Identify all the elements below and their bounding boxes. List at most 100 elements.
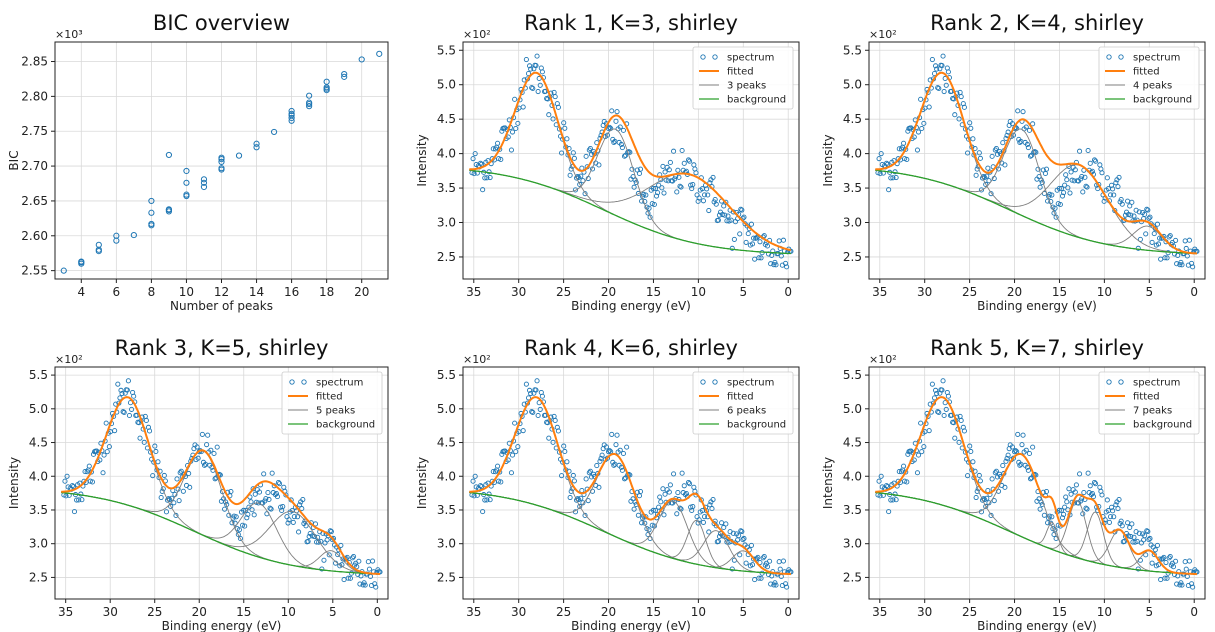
legend-label: background bbox=[1133, 420, 1192, 431]
spectrum-point bbox=[1010, 132, 1016, 138]
y-tick-label: 5.0 bbox=[437, 78, 456, 92]
spectrum-point bbox=[722, 212, 728, 218]
x-tick-label: 35 bbox=[872, 285, 887, 299]
legend-label: spectrum bbox=[1133, 378, 1180, 389]
spectrum-point bbox=[1000, 463, 1006, 469]
spectrum-point bbox=[934, 66, 940, 72]
spectrum-point bbox=[700, 198, 706, 204]
spectrum-point bbox=[244, 515, 250, 521]
spectrum-point bbox=[1184, 573, 1190, 580]
legend: spectrum fitted 3 peaks background bbox=[692, 46, 794, 110]
y-tick-label: 3.5 bbox=[29, 503, 48, 517]
spectrum-point bbox=[784, 264, 790, 270]
spectrum-point bbox=[1134, 538, 1140, 544]
spectrum-point bbox=[273, 491, 279, 497]
spectrum-point bbox=[155, 459, 161, 465]
spectrum-point bbox=[1154, 221, 1160, 227]
spectrum-point bbox=[1061, 190, 1067, 196]
spectrum-point bbox=[776, 238, 782, 244]
chart-title: BIC overview bbox=[153, 11, 290, 35]
legend-marker bbox=[1118, 54, 1124, 60]
spectrum-point bbox=[693, 170, 699, 176]
spectrum-point bbox=[509, 452, 516, 458]
legend-marker bbox=[712, 54, 718, 60]
spectrum-point bbox=[965, 473, 971, 479]
y-axis-label: Intensity bbox=[415, 457, 429, 509]
spectrum-point bbox=[120, 409, 126, 415]
legend-label: 3 peaks bbox=[727, 81, 766, 92]
spectrum-point bbox=[1010, 455, 1016, 461]
spectrum-point bbox=[945, 69, 951, 75]
spectrum-point bbox=[1093, 158, 1099, 164]
spectrum-point bbox=[367, 573, 374, 580]
spectrum-point bbox=[161, 472, 167, 479]
spectrum-point bbox=[265, 490, 271, 496]
spectrum-point bbox=[1067, 190, 1073, 196]
spectrum-point bbox=[498, 156, 504, 162]
spectrum-point bbox=[523, 381, 529, 387]
spectrum-point bbox=[945, 393, 951, 399]
x-tick-label: 5 bbox=[739, 285, 747, 299]
spectrum-point bbox=[706, 529, 712, 535]
x-axis-label: Number of peaks bbox=[170, 299, 273, 313]
spectrum-point bbox=[1084, 506, 1090, 512]
spectrum-point bbox=[780, 237, 786, 243]
spectrum-point bbox=[970, 136, 976, 142]
spectrum-point bbox=[675, 167, 681, 173]
spectrum-point bbox=[1110, 508, 1116, 514]
spectrum-point bbox=[651, 201, 657, 208]
spectrum-point bbox=[904, 156, 910, 162]
bic-point bbox=[218, 154, 225, 161]
y-axis-label: Intensity bbox=[415, 134, 429, 186]
y-axis-multiplier: ×10² bbox=[463, 28, 491, 41]
spectrum-point bbox=[1170, 564, 1176, 570]
spectrum-point bbox=[1045, 520, 1051, 526]
spectrum-point bbox=[701, 514, 708, 520]
bic-point bbox=[165, 206, 173, 213]
legend: spectrum fitted 5 peaks background bbox=[281, 371, 383, 435]
spectrum-point bbox=[984, 495, 990, 501]
spectrum-point bbox=[973, 172, 979, 178]
spectrum-point bbox=[171, 500, 177, 506]
spectrum-point bbox=[1115, 184, 1121, 190]
spectrum-point bbox=[772, 580, 778, 586]
spectrum-point bbox=[143, 417, 149, 424]
x-tick-label: 25 bbox=[962, 285, 977, 299]
spectrum-point bbox=[482, 175, 488, 181]
spectrum-point bbox=[594, 463, 600, 469]
spectrum-point bbox=[305, 538, 311, 544]
bic-point bbox=[288, 107, 295, 115]
spectrum-point bbox=[1073, 482, 1079, 488]
chart-panel-2: Rank 1, K=3, shirley 35 30 25 20 15 10 5 0 2.5 3.0… bbox=[415, 11, 800, 313]
spectrum-point bbox=[480, 509, 486, 515]
spectrum-point bbox=[1152, 547, 1158, 553]
spectrum-point bbox=[327, 528, 333, 534]
x-tick-label: 5 bbox=[329, 605, 337, 619]
spectrum-point bbox=[877, 493, 883, 499]
spectrum-point bbox=[1042, 170, 1048, 177]
spectrum-point bbox=[661, 190, 667, 196]
spectrum-point bbox=[1149, 239, 1155, 245]
spectrum-point bbox=[528, 390, 534, 397]
spectrum-point bbox=[141, 439, 147, 445]
spectrum-point bbox=[970, 459, 976, 465]
spectrum-point bbox=[71, 509, 78, 515]
spectrum-point bbox=[471, 171, 477, 177]
bic-point bbox=[113, 232, 120, 239]
spectrum-point bbox=[561, 120, 567, 126]
spectrum-point bbox=[952, 112, 958, 118]
spectrum-point bbox=[248, 499, 254, 505]
spectrum-point bbox=[1116, 174, 1122, 180]
spectrum-point bbox=[291, 514, 297, 520]
spectrum-point bbox=[278, 504, 284, 510]
spectrum-point bbox=[577, 181, 583, 188]
spectrum-point bbox=[983, 503, 989, 510]
legend-box bbox=[1098, 46, 1200, 110]
spectrum-point bbox=[1056, 185, 1062, 191]
y-tick-label: 3.0 bbox=[437, 537, 456, 551]
spectrum-point bbox=[656, 182, 662, 188]
spectrum-point bbox=[296, 529, 302, 535]
spectrum-point bbox=[104, 449, 110, 455]
spectrum-point bbox=[1194, 248, 1200, 254]
x-tick-label: 4 bbox=[77, 285, 85, 299]
